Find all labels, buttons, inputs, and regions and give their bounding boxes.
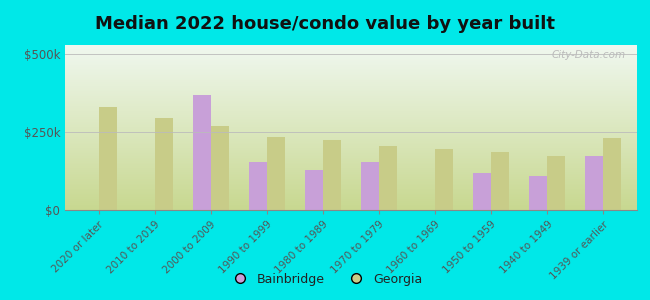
Legend: Bainbridge, Georgia: Bainbridge, Georgia: [222, 268, 428, 291]
Text: City-Data.com: City-Data.com: [551, 50, 625, 60]
Bar: [99, 107, 116, 210]
Bar: [491, 152, 509, 210]
Bar: [529, 176, 547, 210]
Bar: [249, 162, 267, 210]
Bar: [305, 169, 323, 210]
Bar: [155, 118, 173, 210]
Bar: [211, 126, 229, 210]
Bar: [603, 138, 621, 210]
Bar: [435, 149, 453, 210]
Bar: [379, 146, 397, 210]
Text: Median 2022 house/condo value by year built: Median 2022 house/condo value by year bu…: [95, 15, 555, 33]
Bar: [267, 137, 285, 210]
Bar: [547, 155, 566, 210]
Bar: [323, 140, 341, 210]
Bar: [473, 172, 491, 210]
Bar: [586, 155, 603, 210]
Bar: [361, 162, 379, 210]
Bar: [193, 95, 211, 210]
